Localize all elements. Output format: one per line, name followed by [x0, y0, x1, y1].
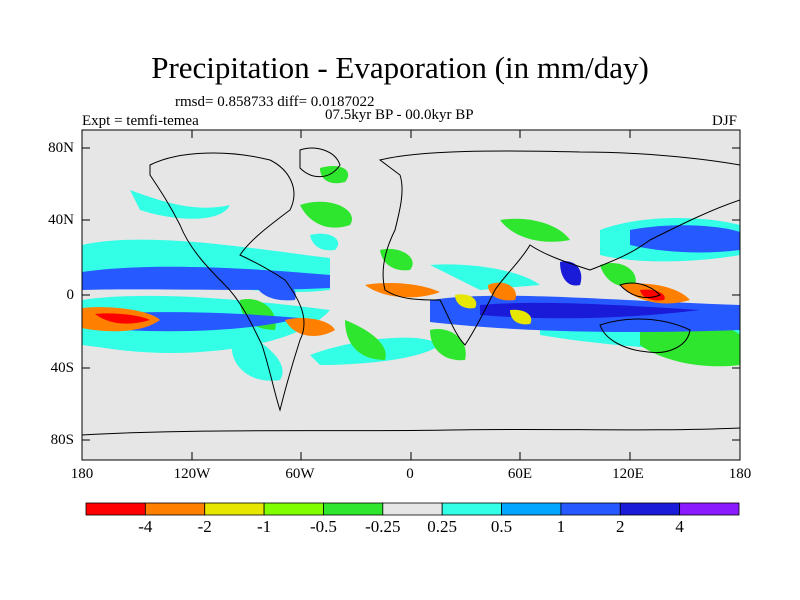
lat-tick-label: 40S: [50, 360, 74, 376]
red-regions: [95, 289, 665, 324]
plot-title: Precipitation - Evaporation (in mm/day): [151, 50, 649, 85]
lat-tick-label: 40N: [48, 212, 74, 228]
lat-tick-label: 0: [66, 287, 75, 303]
colorbar: [85, 502, 740, 516]
colorbar-swatch: [263, 502, 324, 516]
lat-tick-label: 80N: [48, 140, 74, 156]
lon-tick-label: 0: [406, 466, 414, 482]
colorbar-swatch: [382, 502, 443, 516]
dark-blue-regions: [480, 261, 700, 319]
colorbar-swatch: [323, 502, 384, 516]
stats-text: rmsd= 0.858733 diff= 0.0187022: [175, 94, 375, 110]
lon-tick-label: 120W: [173, 466, 211, 482]
period-text: 07.5kyr BP - 00.0kyr BP: [325, 107, 474, 123]
colorbar-swatch: [560, 502, 621, 516]
lon-tick-label: 120E: [612, 466, 644, 482]
colorbar-label: 2: [616, 517, 625, 536]
lat-tick-label: 80S: [50, 432, 74, 448]
colorbar-swatch: [441, 502, 502, 516]
lon-tick-label: 60W: [285, 466, 315, 482]
experiment-label: Expt = temfi-temea: [82, 113, 199, 129]
lon-tick-label: 180: [728, 466, 752, 482]
season-label: DJF: [712, 113, 738, 129]
axis-ticks: [82, 130, 740, 460]
colorbar-swatch: [619, 502, 681, 516]
colorbar-label: -4: [138, 517, 153, 536]
lon-tick-label: 180: [70, 466, 94, 482]
colorbar-label: -0.25: [365, 517, 401, 536]
colorbar-label: 0.5: [490, 517, 513, 536]
colorbar-label: 0.25: [427, 517, 458, 536]
colorbar-swatch: [144, 502, 206, 516]
colorbar-label: 1: [556, 517, 566, 536]
coastlines: [82, 147, 740, 436]
colorbar-label: -2: [197, 517, 212, 536]
colorbar-label: -0.5: [309, 517, 337, 536]
yellow-regions: [455, 294, 532, 325]
colorbar-label: 4: [675, 517, 684, 536]
colorbar-swatch: [501, 502, 562, 516]
colorbar-swatch: [85, 502, 146, 516]
map-field: [82, 130, 740, 460]
colorbar-swatch: [679, 502, 740, 516]
colorbar-label: -1: [256, 517, 272, 536]
lon-tick-label: 60E: [507, 466, 533, 482]
colorbar-swatch: [204, 502, 265, 516]
